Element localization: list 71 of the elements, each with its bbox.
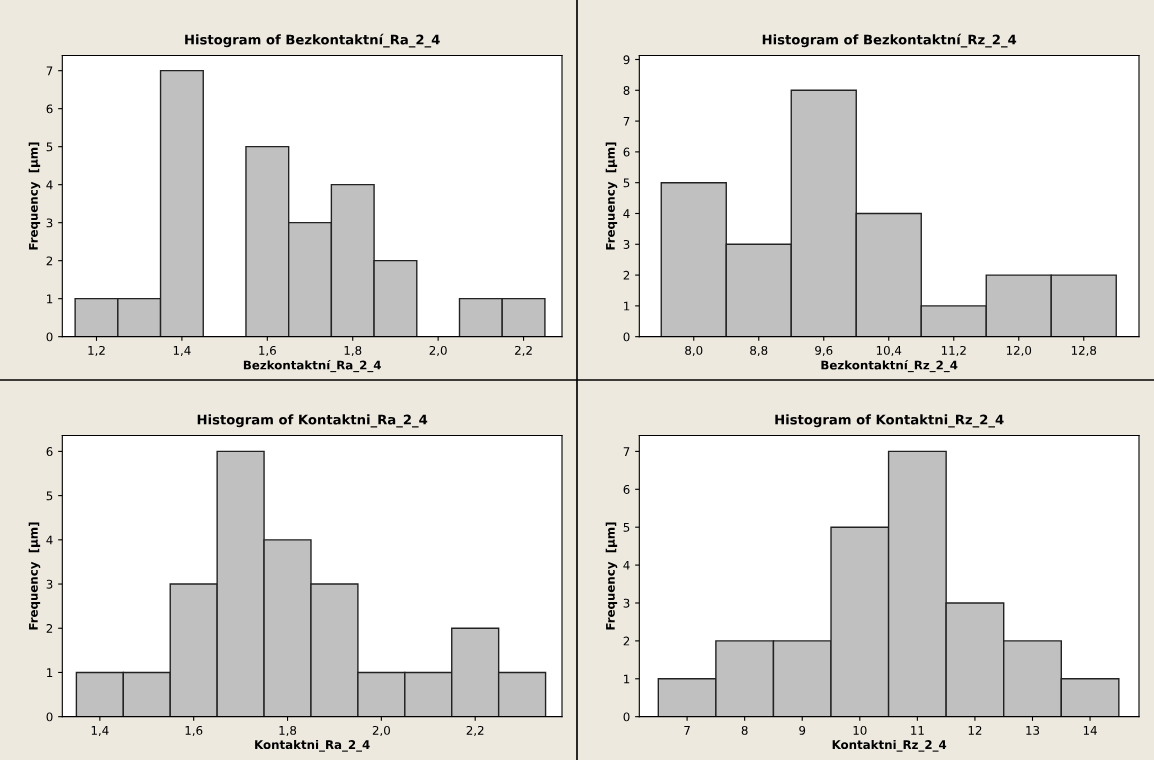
y-tick-label: 5 (46, 142, 53, 152)
y-tick-label: 2 (46, 623, 53, 633)
y-tick-label: 7 (623, 447, 630, 456)
y-tick-label: 0 (46, 332, 53, 342)
x-tick-label: 1,6 (259, 345, 276, 357)
y-tick-label: 6 (623, 485, 630, 494)
y-tick-label: 5 (623, 523, 630, 532)
y-tick-label: 3 (623, 598, 630, 608)
y-tick-label: 3 (623, 240, 630, 249)
x-tick-label: 11,2 (941, 345, 966, 357)
y-axis-title: Frequency [µm] (28, 142, 41, 250)
x-tick-label: 10,4 (876, 345, 902, 357)
y-tick-label: 4 (623, 560, 630, 570)
y-tick-label: 9 (623, 55, 630, 65)
y-tick-label: 6 (46, 104, 53, 114)
x-axis-title: Kontaktni_Rz_2_4 (832, 739, 947, 752)
y-tick-label: 7 (623, 116, 630, 126)
y-tick-label: 0 (46, 712, 53, 722)
x-tick-label: 8,0 (685, 345, 703, 357)
y-tick-label: 4 (46, 180, 53, 190)
y-tick-label: 2 (623, 636, 630, 646)
y-tick-label: 2 (46, 256, 53, 266)
x-tick-label: 2,2 (515, 345, 532, 357)
chart-title: Histogram of Kontaktni_Rz_2_4 (775, 414, 1004, 428)
x-tick-label: 2,0 (372, 725, 390, 737)
y-axis-title: Frequency [µm] (28, 522, 41, 630)
x-tick-label: 2,0 (429, 345, 447, 357)
y-tick-label: 4 (46, 535, 53, 545)
x-tick-label: 13 (1026, 725, 1040, 735)
y-tick-label: 0 (623, 332, 630, 342)
x-tick-label: 12 (968, 725, 982, 735)
x-tick-label: 1,4 (173, 346, 191, 357)
y-tick-label: 7 (46, 66, 53, 76)
y-tick-label: 3 (46, 218, 53, 228)
x-tick-label: 2,2 (466, 725, 484, 737)
x-axis-title: Bezkontaktní_Rz_2_4 (821, 359, 958, 373)
x-tick-label: 7 (684, 726, 690, 735)
x-tick-label: 12,8 (1071, 345, 1097, 357)
x-tick-label: 9,6 (815, 345, 833, 357)
x-tick-label: 11 (911, 726, 924, 735)
y-tick-label: 3 (46, 579, 53, 589)
y-tick-label: 2 (623, 270, 630, 280)
y-tick-label: 1 (47, 294, 53, 304)
x-tick-label: 1,8 (344, 345, 362, 357)
x-tick-label: 1,6 (185, 725, 203, 737)
x-tick-label: 9 (799, 725, 806, 735)
x-tick-label: 10 (853, 725, 867, 735)
x-axis-title: Kontaktni_Ra_2_4 (255, 739, 370, 752)
y-tick-label: 1 (624, 674, 630, 684)
y-tick-label: 5 (623, 178, 630, 188)
x-tick-label: 8,8 (750, 345, 768, 357)
x-tick-label: 14 (1083, 726, 1097, 735)
y-tick-label: 6 (46, 447, 53, 457)
y-tick-label: 0 (623, 712, 630, 722)
y-tick-label: 8 (623, 86, 630, 95)
x-tick-label: 1,2 (88, 345, 105, 357)
x-tick-label: 8 (741, 725, 748, 735)
y-axis-title: Frequency [µm] (605, 522, 618, 630)
y-axis-title: Frequency [µm] (605, 142, 618, 250)
y-tick-label: 4 (623, 209, 630, 218)
y-tick-label: 6 (623, 147, 630, 157)
chart-title: Histogram of Kontaktni_Ra_2_4 (197, 414, 428, 428)
y-tick-label: 1 (624, 301, 630, 311)
x-tick-label: 1,8 (279, 725, 297, 737)
x-tick-label: 1,4 (91, 726, 109, 737)
x-axis-title: Bezkontaktní_Ra_2_4 (243, 359, 381, 373)
y-tick-label: 5 (46, 491, 53, 501)
chart-title: Histogram of Bezkontaktní_Ra_2_4 (185, 33, 440, 48)
y-tick-label: 1 (47, 668, 53, 677)
x-tick-label: 12,0 (1006, 345, 1032, 357)
chart-title: Histogram of Bezkontaktní_Rz_2_4 (762, 33, 1017, 48)
